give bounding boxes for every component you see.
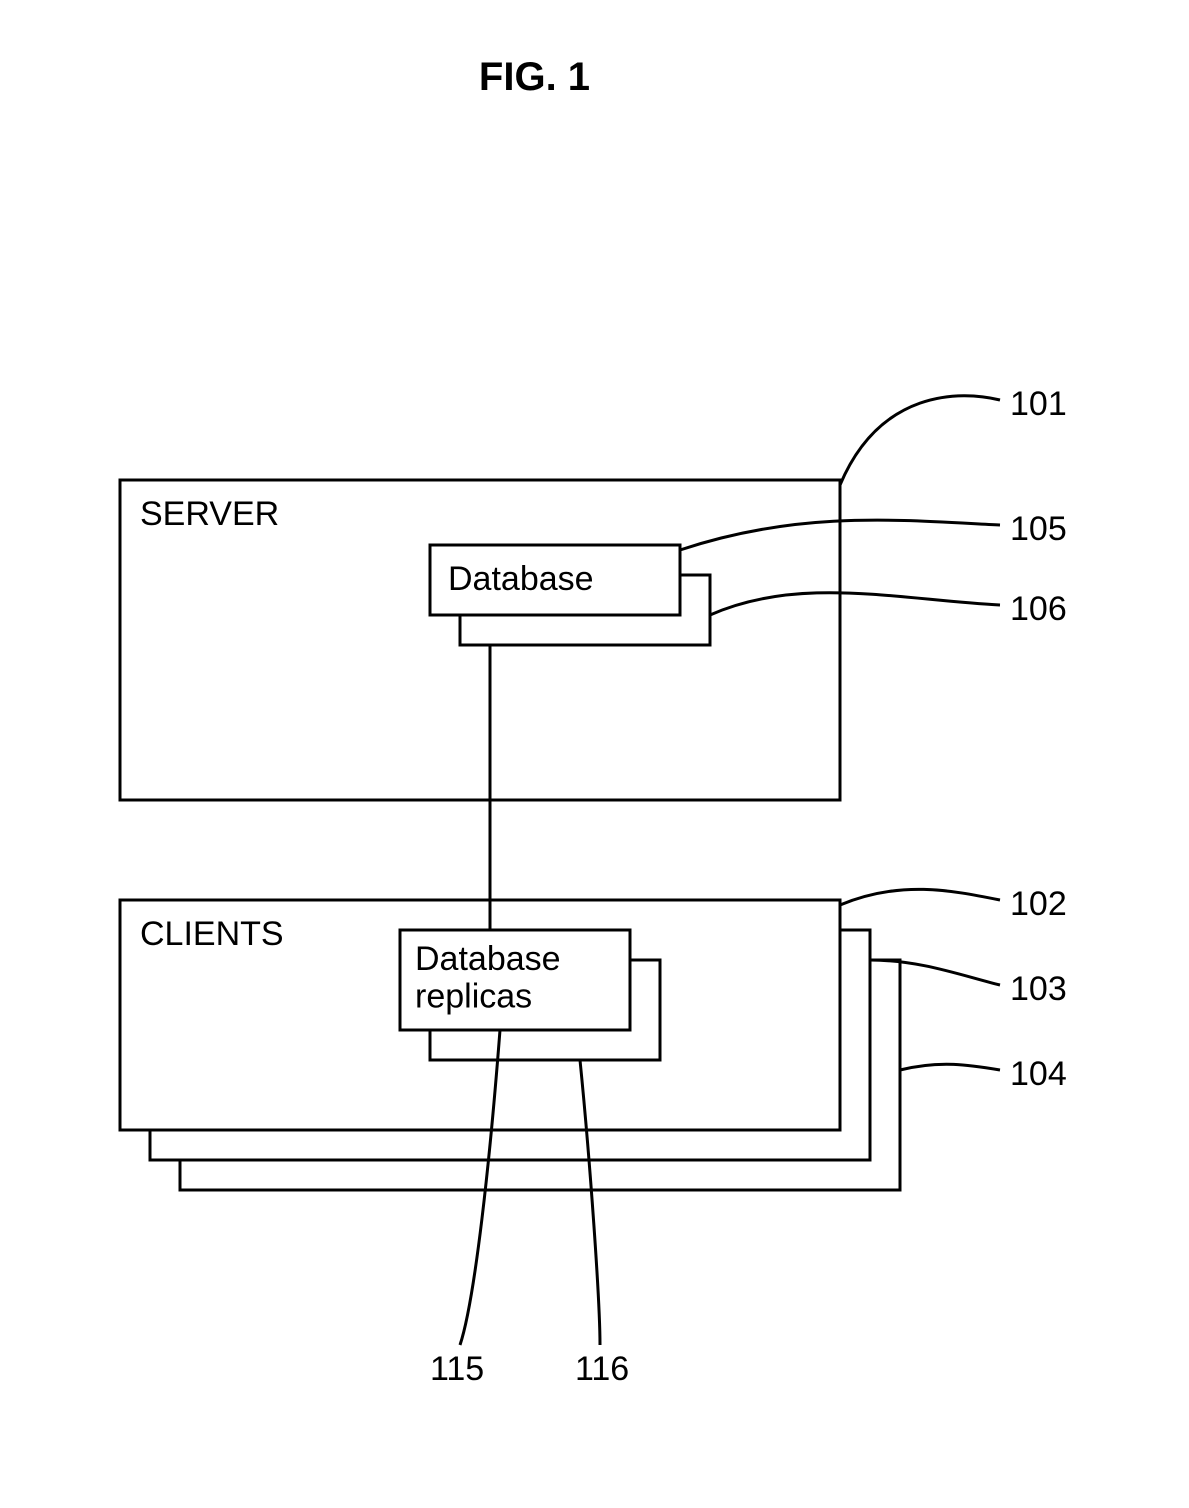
server-label: SERVER xyxy=(140,495,279,533)
figure-canvas: FIG. 1SERVERDatabaseCLIENTSDatabaserepli… xyxy=(0,0,1189,1508)
database-label: Database xyxy=(448,560,594,598)
ref-115: 115 xyxy=(430,1350,484,1388)
ref-103: 103 xyxy=(1010,970,1067,1008)
clients-label: CLIENTS xyxy=(140,915,284,953)
ref-104: 104 xyxy=(1010,1055,1067,1093)
figure-title: FIG. 1 xyxy=(479,55,590,99)
ref-116: 116 xyxy=(575,1350,629,1388)
leader-102 xyxy=(840,889,1000,905)
ref-106: 106 xyxy=(1010,590,1067,628)
ref-102: 102 xyxy=(1010,885,1067,923)
ref-101: 101 xyxy=(1010,385,1067,423)
leader-101 xyxy=(840,396,1000,485)
ref-105: 105 xyxy=(1010,510,1067,548)
leader-104 xyxy=(900,1064,1000,1070)
